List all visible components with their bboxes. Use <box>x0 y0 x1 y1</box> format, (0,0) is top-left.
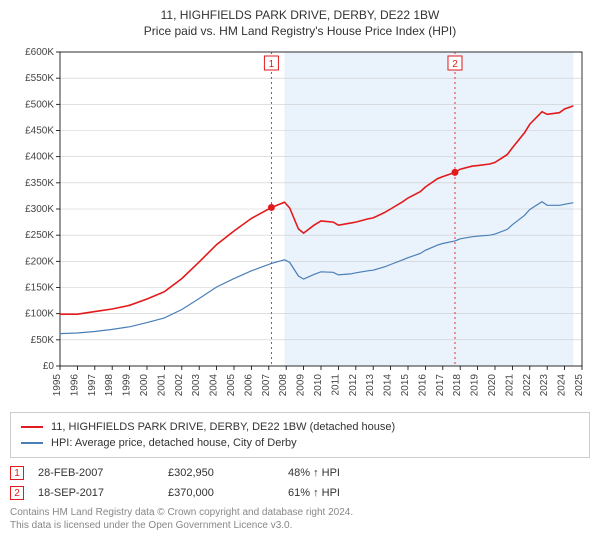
svg-text:£150K: £150K <box>25 283 54 294</box>
svg-text:2021: 2021 <box>504 374 515 397</box>
sale-pct-2: 61% ↑ HPI <box>288 487 408 499</box>
svg-text:2016: 2016 <box>417 374 428 397</box>
svg-text:£50K: £50K <box>31 335 55 346</box>
chart-title-line1: 11, HIGHFIELDS PARK DRIVE, DERBY, DE22 1… <box>10 8 590 22</box>
svg-text:1997: 1997 <box>87 374 98 397</box>
svg-text:1995: 1995 <box>52 374 63 397</box>
chart-legend: 11, HIGHFIELDS PARK DRIVE, DERBY, DE22 1… <box>10 412 590 458</box>
svg-text:£550K: £550K <box>25 73 54 84</box>
svg-text:1999: 1999 <box>122 374 133 397</box>
svg-text:2023: 2023 <box>539 374 550 397</box>
legend-label-property: 11, HIGHFIELDS PARK DRIVE, DERBY, DE22 1… <box>51 419 395 435</box>
footer-line1: Contains HM Land Registry data © Crown c… <box>10 506 590 519</box>
svg-text:2004: 2004 <box>209 374 220 397</box>
sale-date-1: 28-FEB-2007 <box>38 467 168 479</box>
svg-text:£350K: £350K <box>25 178 54 189</box>
svg-text:2025: 2025 <box>574 374 585 397</box>
sale-pct-1: 48% ↑ HPI <box>288 467 408 479</box>
sale-price-1: £302,950 <box>168 467 288 479</box>
svg-text:1996: 1996 <box>69 374 80 397</box>
sale-date-2: 18-SEP-2017 <box>38 487 168 499</box>
svg-text:2002: 2002 <box>174 374 185 397</box>
svg-text:2000: 2000 <box>139 374 150 397</box>
legend-item-hpi: HPI: Average price, detached house, City… <box>21 435 579 451</box>
svg-text:1: 1 <box>269 59 275 70</box>
svg-text:£500K: £500K <box>25 99 54 110</box>
svg-text:1998: 1998 <box>104 374 115 397</box>
svg-text:£200K: £200K <box>25 256 54 267</box>
svg-text:2012: 2012 <box>348 374 359 397</box>
svg-text:2018: 2018 <box>452 374 463 397</box>
sale-marker-1: 1 <box>10 466 24 480</box>
svg-text:2009: 2009 <box>296 374 307 397</box>
svg-text:2022: 2022 <box>522 374 533 397</box>
svg-text:2010: 2010 <box>313 374 324 397</box>
legend-label-hpi: HPI: Average price, detached house, City… <box>51 435 297 451</box>
chart-title-line2: Price paid vs. HM Land Registry's House … <box>10 24 590 38</box>
svg-text:£300K: £300K <box>25 204 54 215</box>
svg-text:£100K: £100K <box>25 309 54 320</box>
svg-text:2003: 2003 <box>191 374 202 397</box>
svg-text:2013: 2013 <box>365 374 376 397</box>
svg-text:2015: 2015 <box>400 374 411 397</box>
footer-line2: This data is licensed under the Open Gov… <box>10 519 590 532</box>
svg-text:£250K: £250K <box>25 230 54 241</box>
svg-text:£450K: £450K <box>25 126 54 137</box>
svg-text:2005: 2005 <box>226 374 237 397</box>
sale-row-2: 2 18-SEP-2017 £370,000 61% ↑ HPI <box>10 486 590 500</box>
sale-marker-2: 2 <box>10 486 24 500</box>
svg-text:£400K: £400K <box>25 152 54 163</box>
sale-row-1: 1 28-FEB-2007 £302,950 48% ↑ HPI <box>10 466 590 480</box>
svg-text:2011: 2011 <box>330 374 341 396</box>
sale-price-2: £370,000 <box>168 487 288 499</box>
svg-text:2019: 2019 <box>470 374 481 397</box>
svg-text:2007: 2007 <box>261 374 272 397</box>
svg-text:£0: £0 <box>43 361 55 372</box>
svg-text:£600K: £600K <box>25 47 54 58</box>
svg-text:2017: 2017 <box>435 374 446 397</box>
svg-text:2: 2 <box>452 59 458 70</box>
svg-text:2024: 2024 <box>557 374 568 397</box>
svg-text:2014: 2014 <box>383 374 394 397</box>
legend-item-property: 11, HIGHFIELDS PARK DRIVE, DERBY, DE22 1… <box>21 419 579 435</box>
svg-text:2020: 2020 <box>487 374 498 397</box>
svg-text:2008: 2008 <box>278 374 289 397</box>
svg-text:2001: 2001 <box>156 374 167 397</box>
price-chart: £0 £50K £100K £150K £200K £250K £300K £350K £400… <box>10 46 590 406</box>
svg-text:2006: 2006 <box>243 374 254 397</box>
footer-attribution: Contains HM Land Registry data © Crown c… <box>10 506 590 532</box>
sale-markers-table: 1 28-FEB-2007 £302,950 48% ↑ HPI 2 18-SE… <box>10 466 590 500</box>
